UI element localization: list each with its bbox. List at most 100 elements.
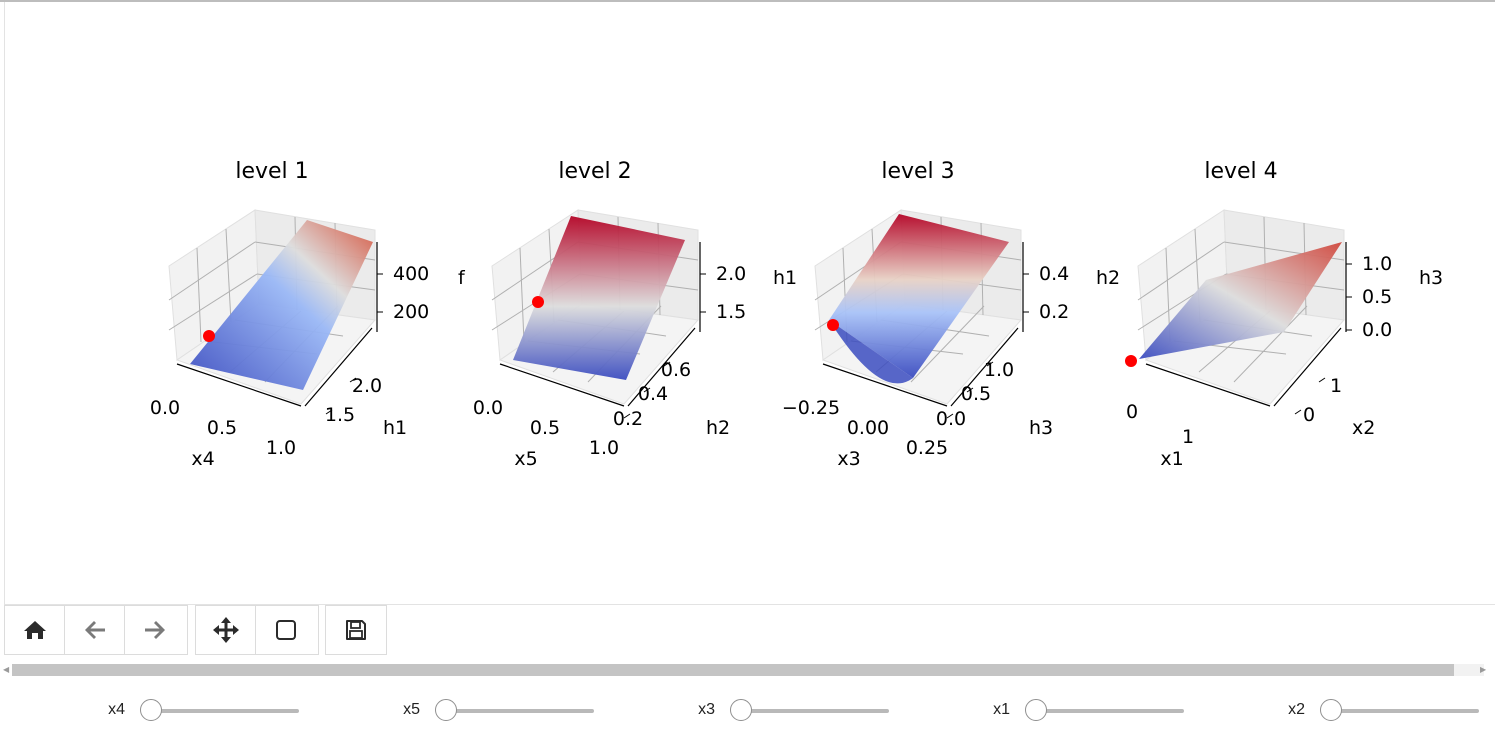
slider-track[interactable] bbox=[1036, 709, 1184, 713]
floppy-icon bbox=[346, 620, 366, 640]
slider-label: x2 bbox=[1288, 701, 1305, 718]
scrollbar-thumb[interactable] bbox=[12, 664, 1454, 676]
history-button-group bbox=[4, 605, 188, 655]
z-tick-label: 400 bbox=[393, 263, 429, 285]
x-tick-label: 1.0 bbox=[589, 437, 619, 459]
slider-knob[interactable] bbox=[435, 699, 457, 721]
x-axis bbox=[822, 363, 948, 407]
slider-knob[interactable] bbox=[730, 699, 752, 721]
x-tick-label: 0.5 bbox=[530, 417, 560, 439]
z-axis-label: h2 bbox=[1096, 267, 1120, 289]
y-tick-label: 0 bbox=[1303, 404, 1315, 426]
x-tick-label: 1.0 bbox=[266, 437, 296, 459]
current-point-marker bbox=[532, 296, 544, 308]
grid-line bbox=[910, 305, 985, 383]
y-tick-label: 2.0 bbox=[352, 375, 382, 397]
slider-x2[interactable]: x2 bbox=[1283, 698, 1483, 724]
surface-bowl bbox=[829, 320, 913, 384]
y-tick bbox=[1318, 377, 1326, 383]
slider-x5[interactable]: x5 bbox=[398, 698, 598, 724]
navigate-button-group bbox=[195, 605, 319, 655]
plot-1: level 1 400 200 f 2.0 1.5 h1 0.0 0.5 1.0 x4 bbox=[150, 159, 466, 470]
slider-x4[interactable]: x4 bbox=[103, 698, 303, 724]
x-tick-label: 0.0 bbox=[150, 397, 180, 419]
y-tick-label: 1.5 bbox=[325, 404, 355, 426]
forward-button[interactable] bbox=[125, 606, 185, 654]
y-axis-label: x2 bbox=[1352, 417, 1375, 439]
grid-line bbox=[225, 228, 232, 323]
plot-title: level 1 bbox=[235, 159, 308, 184]
grid-line bbox=[519, 247, 525, 343]
y-axis-label: h1 bbox=[383, 417, 407, 439]
z-tick-label: 0.5 bbox=[1362, 286, 1392, 308]
home-button[interactable] bbox=[5, 606, 65, 654]
y-tick bbox=[946, 413, 954, 419]
y-axis bbox=[1273, 327, 1342, 407]
y-tick bbox=[966, 387, 974, 393]
figure-canvas[interactable]: level 1 400 200 f 2.0 1.5 h1 0.0 0.5 1.0 x4 level 2… bbox=[4, 2, 1495, 605]
window-top-border bbox=[0, 0, 1495, 2]
x-axis-label: x4 bbox=[191, 448, 214, 470]
arrow-left-icon bbox=[84, 621, 105, 639]
plot-title: level 2 bbox=[558, 159, 631, 184]
slider-knob[interactable] bbox=[140, 699, 162, 721]
current-point-marker bbox=[827, 319, 839, 331]
move-icon bbox=[212, 617, 239, 643]
slider-x1[interactable]: x1 bbox=[988, 698, 1188, 724]
z-axis-label: f bbox=[458, 267, 466, 289]
back-button[interactable] bbox=[65, 606, 125, 654]
slider-track[interactable] bbox=[741, 709, 889, 713]
slider-track[interactable] bbox=[151, 709, 299, 713]
io-button-group bbox=[325, 605, 387, 655]
y-axis bbox=[304, 327, 373, 407]
surface bbox=[190, 220, 373, 390]
y-tick-label: 1.0 bbox=[984, 359, 1014, 381]
scroll-left-icon[interactable]: ◀ bbox=[3, 665, 10, 674]
x-axis-label: x3 bbox=[837, 448, 860, 470]
pan-button[interactable] bbox=[196, 606, 256, 654]
slider-label: x3 bbox=[698, 701, 715, 718]
slider-track[interactable] bbox=[1331, 709, 1479, 713]
grid-line bbox=[1137, 241, 1225, 301]
x-tick-label: 0.0 bbox=[473, 397, 503, 419]
current-point-marker bbox=[203, 330, 215, 342]
x-axis bbox=[499, 363, 625, 407]
x-axis-label: x1 bbox=[1160, 448, 1183, 470]
scroll-right-icon[interactable]: ▶ bbox=[1480, 665, 1487, 674]
zoom-button[interactable] bbox=[256, 606, 316, 654]
save-button[interactable] bbox=[326, 606, 386, 654]
x-axis-label: x5 bbox=[514, 448, 537, 470]
z-tick-label: 1.5 bbox=[716, 301, 746, 323]
y-tick bbox=[663, 361, 671, 367]
y-axis-label: h2 bbox=[706, 417, 730, 439]
y-tick-label: 0.6 bbox=[661, 359, 691, 381]
y-axis bbox=[950, 327, 1019, 407]
x-tick-label: 0.5 bbox=[207, 417, 237, 439]
y-tick-label: 0.5 bbox=[961, 383, 991, 405]
y-tick bbox=[325, 409, 333, 415]
z-axis-label: h1 bbox=[773, 267, 797, 289]
z-tick-label: 200 bbox=[393, 301, 429, 323]
plot-title: level 3 bbox=[881, 159, 954, 184]
slider-knob[interactable] bbox=[1025, 699, 1047, 721]
y-tick bbox=[986, 361, 994, 367]
y-tick-label: 1 bbox=[1330, 375, 1342, 397]
plot-title: level 4 bbox=[1204, 159, 1277, 184]
horizontal-scrollbar[interactable]: ◀ ▶ bbox=[0, 661, 1495, 679]
slider-track[interactable] bbox=[446, 709, 594, 713]
arrow-right-icon bbox=[145, 621, 165, 639]
z-axis-label: h3 bbox=[1419, 267, 1443, 289]
x-tick-label: 1 bbox=[1182, 426, 1194, 448]
surface bbox=[513, 216, 685, 380]
current-point-marker bbox=[1125, 355, 1137, 367]
home-icon bbox=[23, 621, 46, 639]
slider-x3[interactable]: x3 bbox=[693, 698, 893, 724]
y-tick-label: 0.4 bbox=[638, 383, 668, 405]
slider-knob[interactable] bbox=[1320, 699, 1342, 721]
y-tick bbox=[623, 413, 631, 419]
z-tick-label: 0.2 bbox=[1039, 301, 1069, 323]
z-tick-label: 2.0 bbox=[716, 263, 746, 285]
y-tick bbox=[643, 387, 651, 393]
z-tick-label: 0.0 bbox=[1362, 319, 1392, 341]
